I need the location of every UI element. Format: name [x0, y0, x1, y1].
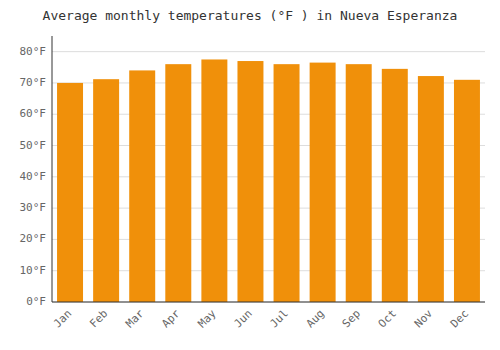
- x-axis: [52, 302, 485, 303]
- y-tick-label: 80°F: [20, 45, 47, 58]
- grid-line: [52, 302, 485, 303]
- bar: [129, 70, 155, 302]
- y-tick-label: 20°F: [20, 232, 47, 245]
- x-tick-label: Mar: [123, 307, 147, 331]
- y-tick-label: 60°F: [20, 107, 47, 120]
- x-tick-label: Sep: [340, 307, 363, 330]
- bar: [418, 76, 444, 302]
- x-tick-labels: Jan Feb Mar Apr May Jun Jul Aug Sep Oct Nov Dec: [51, 307, 471, 331]
- y-tick-label: 50°F: [20, 139, 47, 152]
- x-tick-label: Jun: [231, 307, 254, 330]
- x-tick-label: Nov: [412, 307, 436, 331]
- y-tick-label: 10°F: [20, 264, 47, 277]
- chart: 0°F 10°F 20°F 30°F 40°F 50°F 60°F 70°F 80°F Jan Fe…: [0, 0, 500, 350]
- bar: [237, 61, 263, 302]
- bar: [310, 63, 336, 302]
- x-tick-label: Dec: [448, 307, 471, 330]
- x-tick-label: Oct: [376, 307, 399, 330]
- bar: [201, 59, 227, 302]
- grid-line: [52, 51, 485, 52]
- y-tick-label: 0°F: [26, 295, 46, 308]
- y-tick-label: 70°F: [20, 76, 47, 89]
- x-tick-label: May: [195, 307, 219, 331]
- bar: [274, 64, 300, 302]
- x-tick-label: Aug: [304, 307, 327, 330]
- bar: [454, 80, 480, 302]
- x-tick-label: Apr: [159, 307, 183, 331]
- bar: [93, 79, 119, 302]
- x-tick-label: Jul: [268, 307, 291, 330]
- grid: [52, 52, 485, 302]
- y-axis: [52, 36, 53, 302]
- bar: [165, 64, 191, 302]
- x-tick-label: Jan: [51, 307, 74, 330]
- title: Average monthly temperatures (°F ) in Nu…: [43, 8, 458, 23]
- y-tick-label: 30°F: [20, 201, 47, 214]
- bars: [57, 59, 480, 302]
- bar: [57, 83, 83, 302]
- bar: [382, 69, 408, 302]
- y-tick-labels: 0°F 10°F 20°F 30°F 40°F 50°F 60°F 70°F 80°F: [20, 45, 47, 308]
- y-tick-label: 40°F: [20, 170, 47, 183]
- x-tick-label: Feb: [87, 307, 110, 330]
- bar: [346, 64, 372, 302]
